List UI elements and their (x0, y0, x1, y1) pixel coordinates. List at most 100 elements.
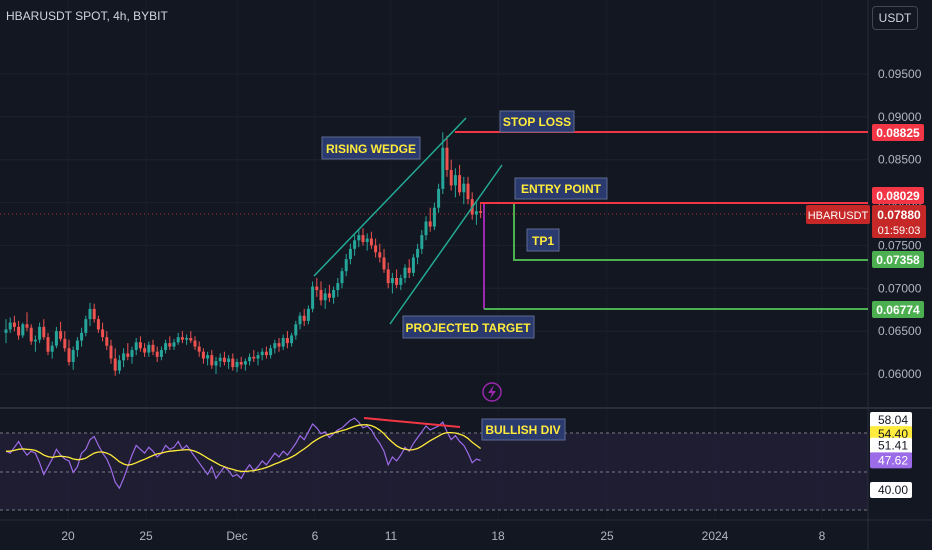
candle (462, 176, 466, 205)
candle (357, 230, 361, 248)
candle (369, 231, 373, 249)
bullish-div-label[interactable]: BULLISH DIV (481, 418, 566, 441)
projected-target-text: PROJECTED TARGET (405, 321, 531, 335)
candle (168, 336, 172, 350)
bullish-div-text: BULLISH DIV (485, 423, 560, 437)
candle (474, 202, 478, 225)
candle (231, 353, 235, 371)
candle (4, 319, 8, 344)
candle (206, 351, 210, 366)
candle (138, 336, 142, 352)
candle (63, 331, 67, 352)
candle (466, 176, 470, 205)
rsi-tick-bg (870, 437, 912, 454)
rsi-tick-bg (870, 452, 912, 469)
stop-loss-price-tag: 0.08825 (872, 124, 924, 141)
candle (176, 332, 180, 345)
candle (432, 202, 436, 230)
candle (25, 312, 29, 332)
candle (365, 233, 369, 251)
candle (458, 164, 462, 196)
candle (88, 302, 92, 326)
rsi-line (5, 417, 481, 490)
candle (126, 343, 130, 361)
candle (290, 332, 294, 347)
candle (17, 320, 21, 340)
candle (382, 248, 386, 273)
candle (235, 358, 239, 373)
candle (395, 269, 399, 289)
candle (151, 339, 155, 356)
candle (449, 159, 453, 191)
tp1-label[interactable]: TP1 (526, 228, 560, 252)
projected-target-label[interactable]: PROJECTED TARGET (402, 315, 535, 339)
projected-target-price-tag: 0.06774 (872, 301, 924, 318)
candle (390, 272, 394, 294)
current-symbol: HBARUSDT (808, 210, 869, 222)
candle (411, 254, 415, 277)
candle (197, 341, 201, 357)
price-tick-label: 0.07000 (878, 281, 922, 295)
stop-loss-text: STOP LOSS (503, 115, 571, 129)
bullish-div-line (363, 417, 461, 428)
candle (21, 322, 25, 338)
entry-point-label[interactable]: ENTRY POINT (514, 177, 608, 200)
rising-wedge-label[interactable]: RISING WEDGE (321, 136, 421, 160)
candle (130, 346, 134, 364)
candle (348, 243, 352, 265)
current-countdown: 01:59:03 (878, 225, 921, 237)
rising-wedge-text: RISING WEDGE (326, 142, 416, 156)
candle (340, 267, 344, 289)
tp1-line (513, 204, 868, 261)
candle (273, 339, 277, 354)
price-tick-label: 0.09500 (878, 67, 922, 81)
current-price-value: 0.07880 (877, 208, 921, 222)
candle (336, 278, 340, 297)
candle (416, 243, 420, 265)
candle (46, 332, 50, 356)
currency-button[interactable]: USDT (872, 6, 918, 30)
candle (105, 331, 109, 350)
candle (294, 320, 298, 340)
candle (332, 286, 336, 304)
candle (315, 278, 319, 297)
candle (353, 235, 357, 256)
stop-loss-label[interactable]: STOP LOSS (499, 110, 575, 133)
svg-text:0.07358: 0.07358 (876, 253, 920, 267)
candle (214, 356, 218, 374)
svg-text:0.06774: 0.06774 (876, 303, 920, 317)
candle (361, 228, 365, 246)
lightning-icon[interactable] (482, 382, 502, 402)
candle (180, 331, 184, 344)
candle (201, 348, 205, 364)
entry-point-text: ENTRY POINT (521, 182, 602, 196)
candle (210, 350, 214, 369)
candle (38, 322, 42, 344)
candle (84, 315, 88, 337)
price-tick-label: 0.08500 (878, 153, 922, 167)
candle (164, 339, 168, 354)
svg-text:0.08825: 0.08825 (876, 126, 920, 140)
candle (67, 339, 71, 366)
candle (374, 238, 378, 258)
candle (256, 351, 260, 366)
tp1-text: TP1 (532, 234, 554, 248)
candle (424, 216, 428, 241)
candle (42, 319, 46, 340)
candle (428, 207, 432, 232)
candle (54, 326, 58, 349)
time-tick-label: Dec (226, 529, 247, 543)
time-tick-label: 2024 (702, 529, 729, 543)
candle (59, 321, 63, 342)
candle (75, 337, 79, 357)
candle (281, 334, 285, 350)
candle (189, 331, 193, 344)
candle (260, 348, 264, 361)
symbol-title[interactable]: HBARUSDT SPOT, 4h, BYBIT (6, 9, 168, 23)
time-axis[interactable]: 20 25 Dec 6 11 18 25 2024 8 (61, 529, 825, 543)
candle (243, 358, 247, 371)
candle (12, 315, 16, 332)
candle (147, 341, 151, 357)
